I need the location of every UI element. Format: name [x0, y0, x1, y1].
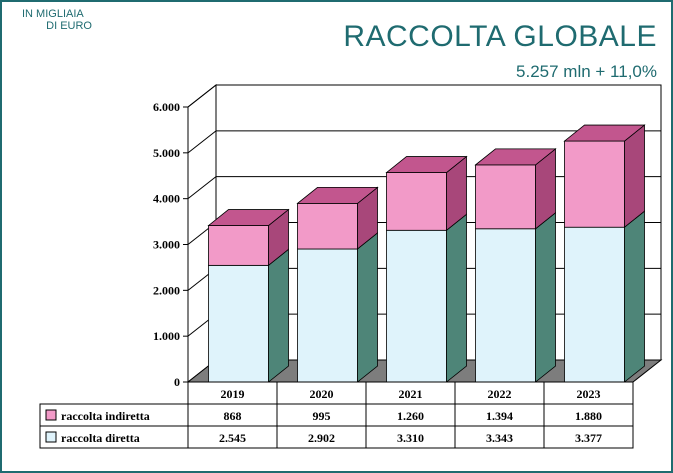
y-tick-label: 4.000 [153, 192, 180, 206]
bar-indiretta-front [475, 164, 536, 230]
bar-indiretta-top [385, 156, 468, 173]
bar-diretta-front [386, 229, 447, 383]
bar-indiretta-top [563, 124, 646, 142]
bar-indiretta-front [208, 225, 269, 266]
gridline-side [187, 130, 217, 154]
y-tick-label: 3.000 [153, 238, 180, 252]
page-title: RACCOLTA GLOBALE [343, 20, 657, 53]
bar-diretta-front [297, 248, 358, 383]
data-label: 1.880 [575, 409, 602, 423]
y-tick-label: 1.000 [153, 329, 180, 343]
bar-indiretta-front [297, 202, 358, 250]
bar-indiretta-top [474, 148, 557, 166]
y-tick-label: 2.000 [153, 283, 180, 297]
data-label: 2.902 [308, 431, 335, 445]
x-tick-label: 2023 [577, 387, 601, 401]
bar-indiretta-top [207, 209, 290, 226]
bar-indiretta-front [564, 140, 625, 228]
bar-diretta-front [564, 226, 625, 383]
x-tick-label: 2020 [310, 387, 334, 401]
unit-note-line1: IN MIGLIAIA [22, 8, 84, 20]
bar-diretta-side [268, 248, 289, 383]
data-label: 3.310 [397, 431, 424, 445]
bar-diretta-front [208, 264, 269, 383]
bar-diretta-side [535, 211, 556, 383]
data-label: 1.260 [397, 409, 424, 423]
bar-indiretta-top [296, 186, 379, 204]
bar-indiretta-side [624, 124, 645, 229]
x-tick-label: 2021 [399, 387, 423, 401]
bar-indiretta-front [386, 172, 447, 231]
bar-diretta-front [475, 228, 536, 383]
page-subtitle: 5.257 mln + 11,0% [516, 62, 657, 81]
data-label: 1.394 [486, 409, 513, 423]
unit-note: IN MIGLIAIA DI EURO [22, 8, 100, 32]
data-label: 868 [224, 409, 242, 423]
gridline-side [187, 84, 217, 108]
legend-swatch [45, 431, 57, 443]
unit-note-line2: DI EURO [46, 20, 92, 32]
bar-diretta-side [446, 213, 467, 383]
x-tick-label: 2019 [221, 387, 245, 401]
data-label: 3.343 [486, 431, 513, 445]
table-row-indiretta-label: raccolta indiretta [61, 409, 150, 423]
data-label: 3.377 [575, 431, 602, 445]
data-label: 2.545 [219, 431, 246, 445]
x-tick-label: 2022 [488, 387, 512, 401]
gridline-side [187, 176, 217, 200]
bar-diretta-side [624, 210, 645, 383]
data-label: 995 [313, 409, 331, 423]
y-tick-label: 6.000 [153, 100, 180, 114]
y-tick-label: 5.000 [153, 146, 180, 160]
bar-diretta-side [357, 232, 378, 383]
y-tick-label: 0 [174, 375, 180, 389]
table-row-diretta-label: raccolta diretta [61, 431, 140, 445]
legend-swatch [45, 409, 57, 421]
